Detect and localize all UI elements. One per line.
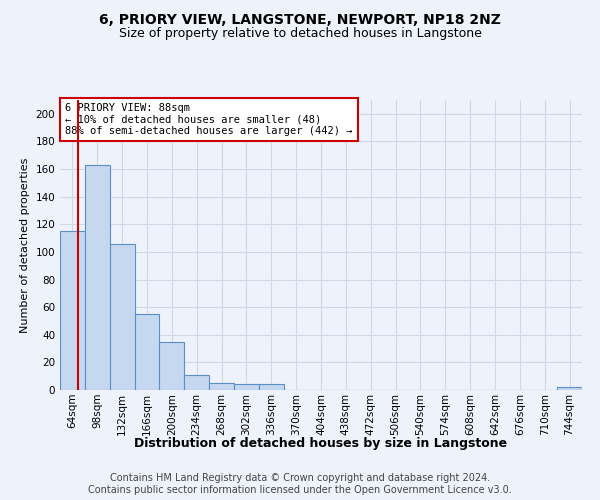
Bar <box>85 165 110 390</box>
Text: Size of property relative to detached houses in Langstone: Size of property relative to detached ho… <box>119 28 481 40</box>
Text: Distribution of detached houses by size in Langstone: Distribution of detached houses by size … <box>134 438 508 450</box>
Text: 6 PRIORY VIEW: 88sqm
← 10% of detached houses are smaller (48)
88% of semi-detac: 6 PRIORY VIEW: 88sqm ← 10% of detached h… <box>65 103 353 136</box>
Bar <box>160 342 184 390</box>
Bar <box>557 387 582 390</box>
Text: 6, PRIORY VIEW, LANGSTONE, NEWPORT, NP18 2NZ: 6, PRIORY VIEW, LANGSTONE, NEWPORT, NP18… <box>99 12 501 26</box>
Bar <box>134 314 160 390</box>
Bar <box>110 244 134 390</box>
Bar <box>259 384 284 390</box>
Bar <box>234 384 259 390</box>
Bar <box>184 375 209 390</box>
Bar <box>60 231 85 390</box>
Text: Contains HM Land Registry data © Crown copyright and database right 2024.
Contai: Contains HM Land Registry data © Crown c… <box>88 474 512 495</box>
Bar <box>209 383 234 390</box>
Y-axis label: Number of detached properties: Number of detached properties <box>20 158 30 332</box>
